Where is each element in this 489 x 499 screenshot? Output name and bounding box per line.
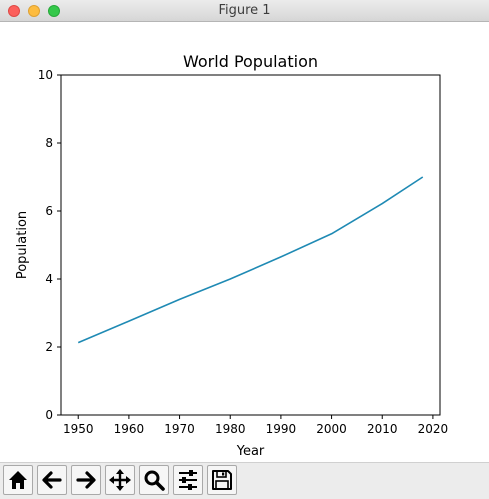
x-axis-label: Year [236, 444, 265, 459]
home-icon [9, 471, 27, 489]
configure-subplots-icon [179, 470, 197, 490]
x-tick-label: 1950 [63, 422, 94, 436]
pan-move-icon [109, 469, 131, 491]
x-tick-label: 1990 [266, 422, 297, 436]
minimize-window-button[interactable] [28, 5, 40, 17]
plot-area [60, 74, 441, 416]
x-tick-label: 2000 [316, 422, 347, 436]
zoom-magnifier-icon [144, 470, 165, 491]
x-axis: 1950 1960 1970 1980 1990 2000 2010 2020 [63, 415, 448, 436]
x-tick-label: 1960 [114, 422, 145, 436]
line-chart[interactable]: 1950 1960 1970 1980 1990 2000 2010 2020 0 2 4 6 8 10… [0, 22, 489, 462]
back-button[interactable] [37, 465, 67, 495]
x-tick-label: 2010 [367, 422, 398, 436]
chart-title: World Population [183, 52, 318, 71]
close-window-button[interactable] [8, 5, 20, 17]
y-tick-label: 0 [45, 408, 53, 422]
y-tick-label: 10 [38, 68, 53, 82]
x-tick-label: 2020 [418, 422, 449, 436]
home-button[interactable] [3, 465, 33, 495]
x-tick-label: 1980 [215, 422, 246, 436]
y-axis: 0 2 4 6 8 10 [38, 68, 61, 422]
forward-button[interactable] [71, 465, 101, 495]
y-tick-label: 8 [45, 136, 53, 150]
navigation-toolbar [0, 462, 489, 499]
x-tick-label: 1970 [164, 422, 195, 436]
forward-arrow-icon [76, 471, 96, 489]
configure-subplots-button[interactable] [173, 465, 203, 495]
zoom-button[interactable] [139, 465, 169, 495]
title-bar[interactable]: Figure 1 [0, 0, 489, 22]
back-arrow-icon [42, 471, 62, 489]
figure-canvas[interactable]: 1950 1960 1970 1980 1990 2000 2010 2020 0 2 4 6 8 10… [0, 22, 489, 462]
maximize-window-button[interactable] [48, 5, 60, 17]
save-floppy-icon [212, 470, 232, 490]
pan-button[interactable] [105, 465, 135, 495]
window-title: Figure 1 [218, 3, 271, 18]
y-tick-label: 4 [45, 272, 53, 286]
y-tick-label: 6 [45, 204, 53, 218]
save-button[interactable] [207, 465, 237, 495]
y-tick-label: 2 [45, 340, 53, 354]
population-series-line [77, 176, 424, 344]
y-axis-label: Population [15, 211, 30, 279]
series-group [77, 176, 424, 344]
